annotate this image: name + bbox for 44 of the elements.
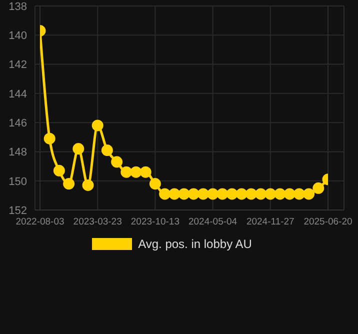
point [140,166,152,178]
point [245,188,257,200]
legend-label: Avg. pos. in lobby AU [137,237,252,251]
point [264,188,276,200]
point [149,178,161,190]
point [255,188,267,200]
point [120,166,132,178]
point [92,120,104,132]
point [303,188,315,200]
y-tick-label: 140 [8,30,27,42]
point [207,188,219,200]
point [82,179,94,191]
point [312,182,324,194]
point [130,166,142,178]
x-tick-label: 2025-06-20 [304,216,352,228]
y-tick-label: 150 [8,176,27,188]
point [293,188,305,200]
y-tick-label: 152 [8,204,27,217]
point [236,188,248,200]
x-tick-label: 2024-11-27 [246,216,294,228]
y-tick-label: 142 [8,59,27,72]
point [197,188,209,200]
point [101,144,113,156]
point [72,143,84,155]
y-tick-label: 148 [8,146,27,159]
point [216,188,228,200]
point [178,188,190,200]
x-tick-label: 2023-03-23 [73,216,122,228]
y-tick-label: 146 [8,117,27,130]
point [284,188,296,200]
point [188,188,200,200]
x-tick-label: 2024-05-04 [188,216,238,228]
point [53,164,65,176]
point [168,188,180,200]
x-tick-label: 2022-08-03 [16,216,64,228]
point [274,188,286,200]
point [159,188,171,200]
point [44,132,56,144]
y-tick-label: 138 [8,0,27,13]
x-tick-label: 2023-10-13 [130,216,180,228]
point [226,188,238,200]
y-tick-label: 144 [8,88,27,100]
point [63,178,75,190]
point [111,156,123,168]
